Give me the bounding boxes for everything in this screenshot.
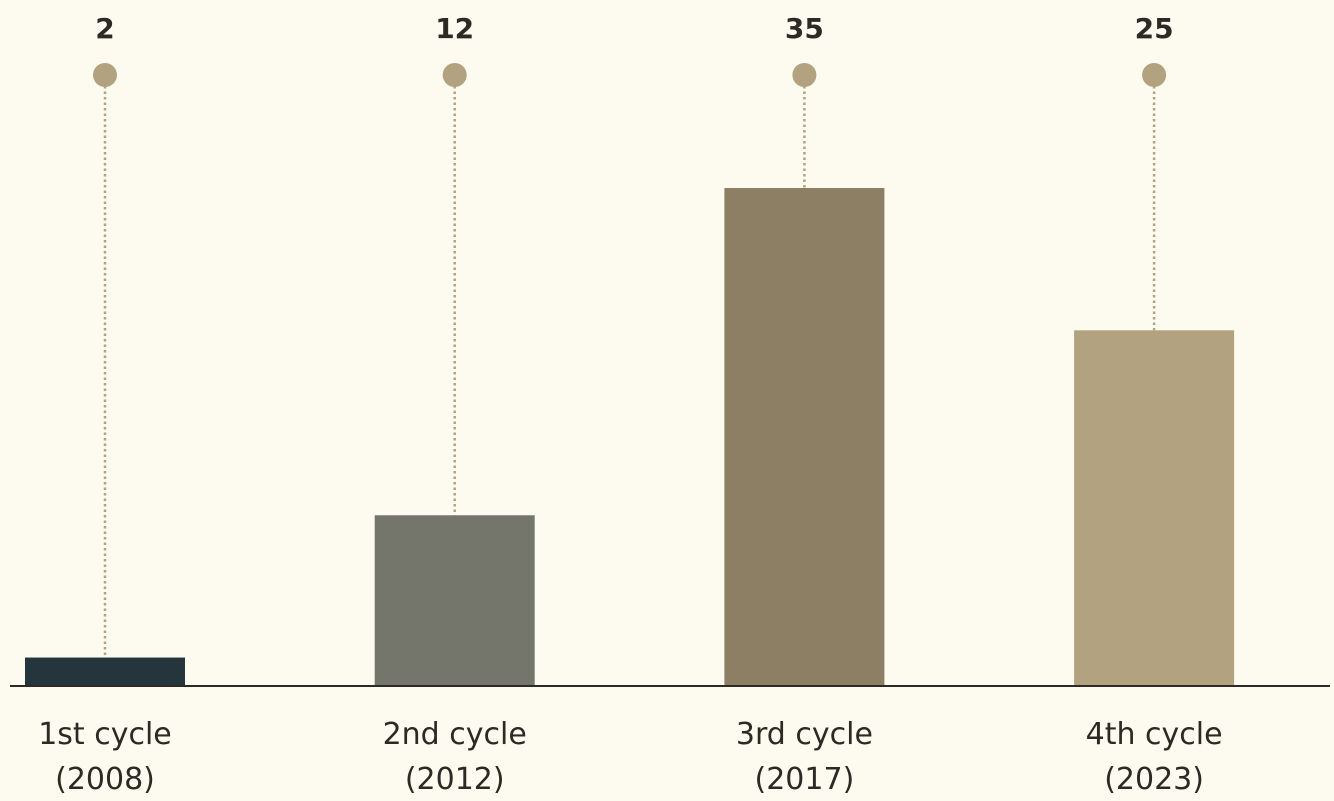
bar [374,515,535,686]
value-label: 2 [95,12,114,45]
value-label: 12 [435,12,474,45]
x-tick-label: 3rd cycle [736,717,873,752]
marker-dot [792,63,817,87]
marker-dot [1142,63,1167,87]
bar [724,188,885,686]
bar [25,657,185,686]
x-tick-label: (2008) [55,762,155,797]
marker-dot [93,63,117,87]
bar [1074,330,1235,686]
x-tick-label: (2017) [755,762,855,797]
value-label: 25 [1135,12,1174,45]
x-tick-label: 1st cycle [38,717,172,752]
x-tick-label: 2nd cycle [383,717,527,752]
value-label: 35 [785,12,824,45]
x-tick-label: 4th cycle [1086,717,1223,752]
marker-dot [442,63,467,87]
x-tick-label: (2023) [1104,762,1204,797]
x-tick-label: (2012) [405,762,505,797]
